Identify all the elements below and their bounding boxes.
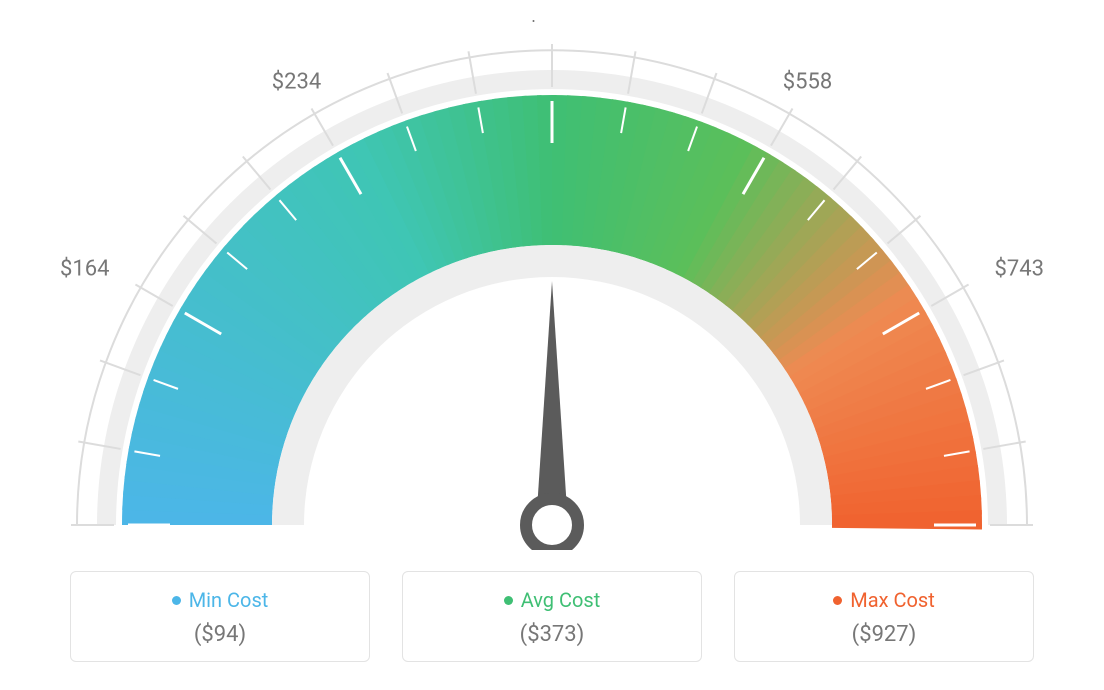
gauge-chart: $94$164$234$373$558$743$927 — [52, 20, 1052, 550]
legend-card-min: Min Cost ($94) — [70, 571, 370, 662]
legend-label-min: Min Cost — [189, 588, 269, 612]
gauge-tick-label: $373 — [527, 20, 576, 26]
legend-row: Min Cost ($94) Avg Cost ($373) Max Cost … — [0, 571, 1104, 662]
legend-dot-avg — [504, 596, 513, 605]
gauge-needle-hub — [526, 499, 578, 550]
gauge-tick-label: $558 — [783, 69, 832, 94]
gauge-tick-label: $164 — [60, 256, 109, 281]
gauge-needle — [536, 281, 568, 525]
legend-label-max: Max Cost — [850, 588, 935, 612]
legend-dot-min — [172, 596, 181, 605]
gauge-tick-label: $743 — [995, 256, 1044, 281]
legend-value-max: ($927) — [735, 622, 1033, 647]
legend-value-min: ($94) — [71, 622, 369, 647]
legend-value-avg: ($373) — [403, 622, 701, 647]
legend-dot-max — [833, 596, 842, 605]
legend-card-avg: Avg Cost ($373) — [402, 571, 702, 662]
gauge-tick-label: $234 — [272, 69, 321, 94]
legend-label-avg: Avg Cost — [521, 588, 601, 612]
legend-card-max: Max Cost ($927) — [734, 571, 1034, 662]
